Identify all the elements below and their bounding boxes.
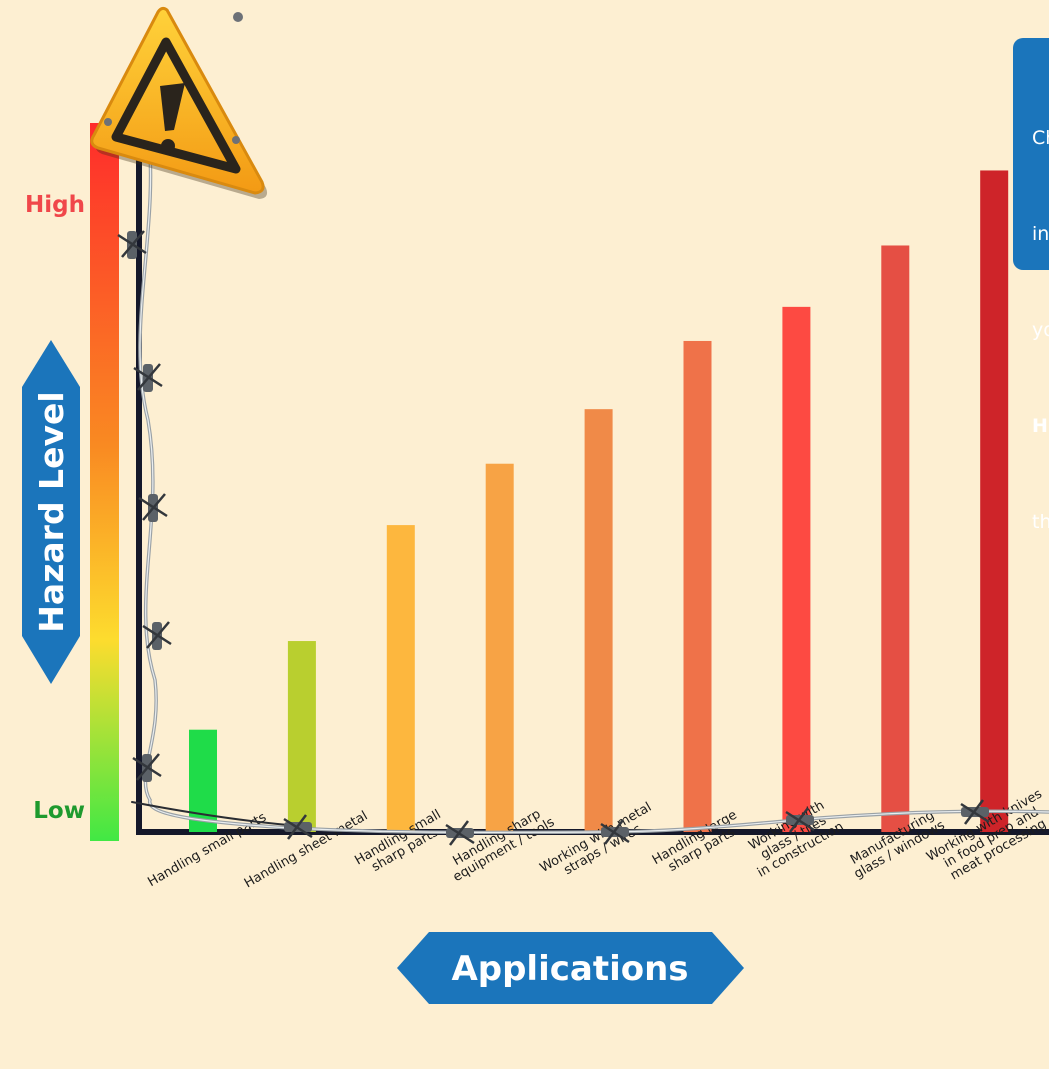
bar-6 (683, 340, 712, 832)
bar-5 (584, 409, 613, 832)
x-axis-title-badge: Applications (397, 932, 744, 1004)
barb (133, 363, 163, 392)
y-axis-title-badge: Hazard Level (22, 340, 80, 684)
warning-sign-icon (90, 6, 268, 200)
y-low-label: Low (33, 798, 85, 824)
barb (138, 493, 168, 522)
bar-4 (485, 463, 514, 832)
hazard-scale-bar (90, 123, 119, 841)
bar-3 (386, 525, 415, 832)
barb (445, 820, 475, 846)
bar-9 (980, 170, 1009, 832)
callout-line: H (1032, 415, 1048, 437)
callout-line: yo (1032, 319, 1049, 341)
y-axis-title: Hazard Level (32, 391, 71, 632)
callout-line: th (1032, 511, 1049, 533)
callout-line: in (1032, 223, 1049, 245)
barb (142, 621, 172, 650)
callout-line: Ch (1032, 127, 1049, 149)
bar-8 (881, 245, 910, 833)
barb (283, 814, 313, 840)
y-high-label: High (25, 192, 85, 218)
bar-2 (287, 641, 316, 832)
x-axis-title: Applications (451, 949, 688, 989)
barb (960, 799, 990, 825)
barbed-wire-barbs (117, 230, 990, 846)
barb (785, 807, 815, 833)
barb (132, 753, 162, 782)
barb (117, 230, 147, 259)
barb (600, 819, 630, 845)
bars-group (189, 170, 1009, 833)
info-callout: Ch in yo H th (1013, 38, 1049, 533)
bar-7 (782, 306, 811, 832)
